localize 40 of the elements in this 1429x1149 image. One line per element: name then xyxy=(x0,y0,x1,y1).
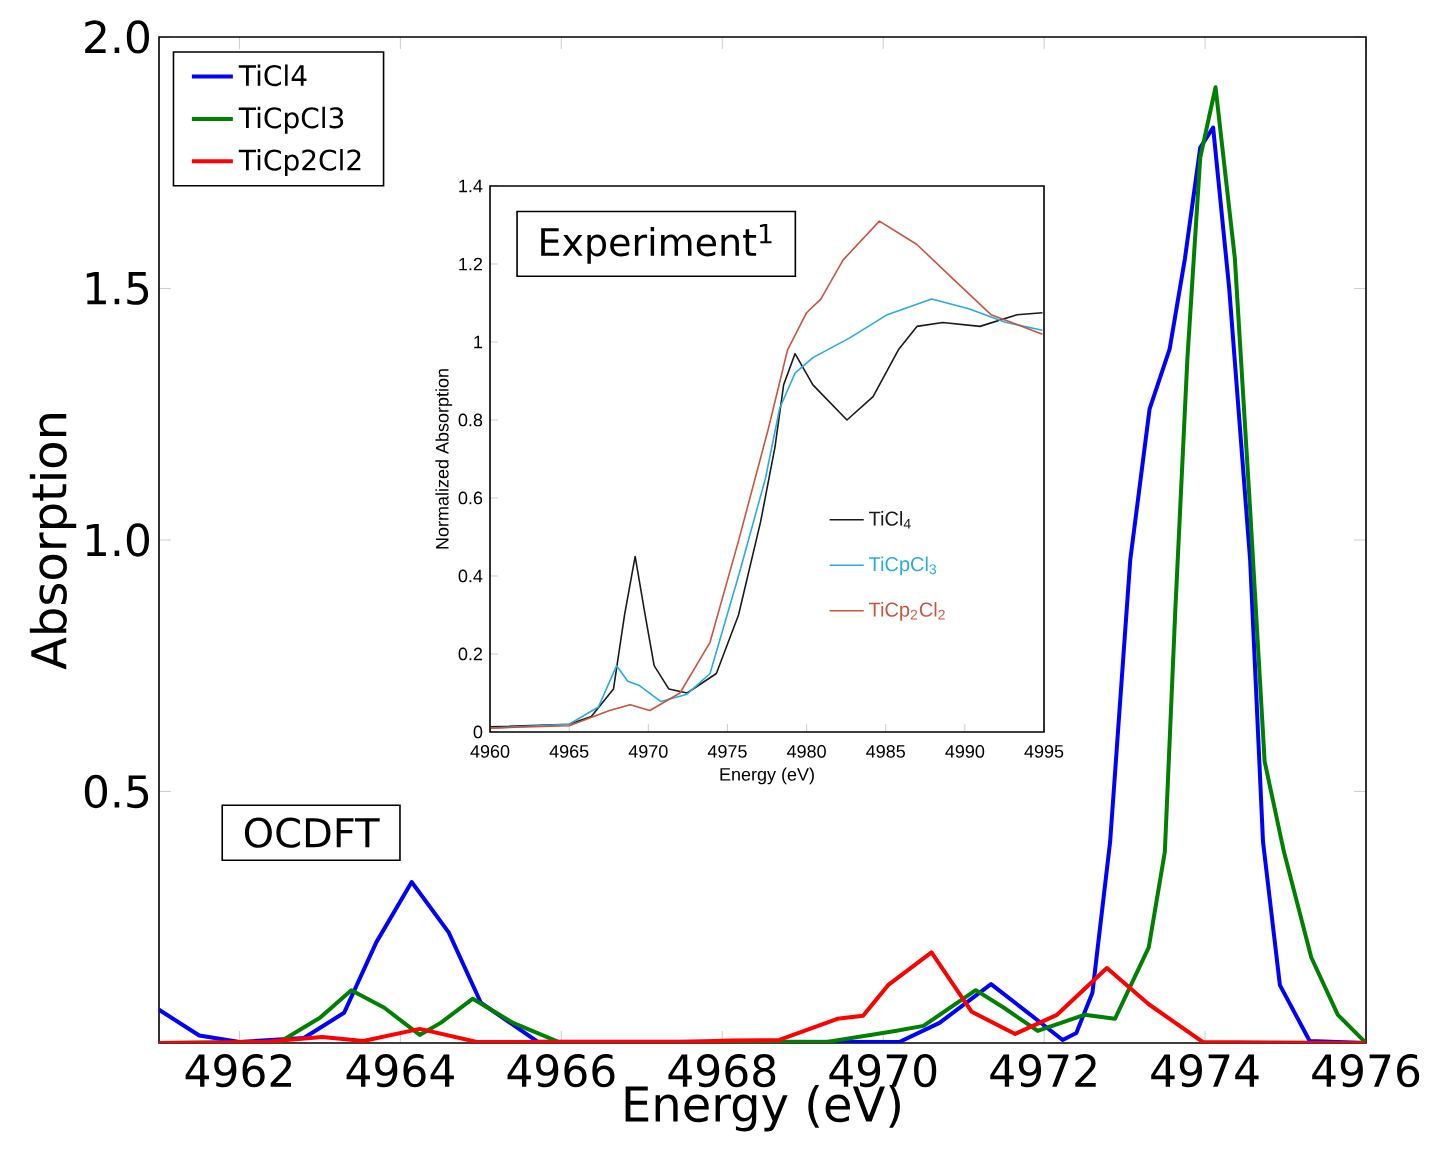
y-tick-label: 1.0 xyxy=(86,523,149,557)
legend-label: TiCp2Cl2 xyxy=(238,149,361,177)
legend-label: TiCp$_{2}$Cl$_{2}$ xyxy=(869,602,945,621)
x-axis-title: Energy (eV) xyxy=(720,767,814,785)
x-tick-label: 4990 xyxy=(945,745,985,758)
annotation: OCDFT xyxy=(244,817,380,848)
line-series xyxy=(159,950,1367,1043)
line-series xyxy=(490,220,1044,729)
y-tick-label: 0.2 xyxy=(458,647,483,661)
x-tick-label: 4985 xyxy=(866,745,905,758)
x-tick-label: 4995 xyxy=(1024,745,1064,758)
y-tick-label: 0.5 xyxy=(84,774,149,809)
y-tick-label: 2.0 xyxy=(85,20,149,54)
x-tick-label: 4966 xyxy=(507,1054,615,1088)
y-axis-title: Absorption xyxy=(29,414,77,670)
y-tick-label: 0 xyxy=(473,725,483,739)
x-tick-label: 4980 xyxy=(786,745,826,758)
x-tick-label: 4960 xyxy=(470,745,510,758)
legend-label: TiCpCl3 xyxy=(238,106,344,134)
legend-label: TiCl4 xyxy=(238,64,307,87)
x-tick-label: 4965 xyxy=(549,745,589,758)
legend-label: TiCpCl$_{3}$ xyxy=(869,556,937,576)
x-tick-label: 4964 xyxy=(346,1054,454,1088)
y-tick-label: 1 xyxy=(474,335,483,349)
x-tick-label: 4970 xyxy=(628,745,668,758)
x-tick-label: 4962 xyxy=(185,1054,292,1088)
y-axis-title: Normalized Absorption xyxy=(435,369,453,549)
y-tick-label: 1.2 xyxy=(459,257,483,271)
x-tick-label: 4975 xyxy=(707,745,747,758)
x-tick-label: 4976 xyxy=(1312,1054,1420,1088)
y-tick-label: 1.5 xyxy=(86,272,149,305)
y-tick-label: 1.4 xyxy=(459,179,483,193)
x-tick-label: 4968 xyxy=(668,1054,776,1088)
x-tick-label: 4972 xyxy=(990,1054,1096,1088)
x-tick-label: 4974 xyxy=(1151,1054,1259,1088)
annotation: Experiment$^{1}$ xyxy=(541,223,772,264)
legend-label: TiCl$_{4}$ xyxy=(869,511,911,529)
y-tick-label: 0.8 xyxy=(458,413,483,427)
y-tick-label: 0.4 xyxy=(458,569,483,583)
y-tick-label: 0.6 xyxy=(458,491,483,505)
